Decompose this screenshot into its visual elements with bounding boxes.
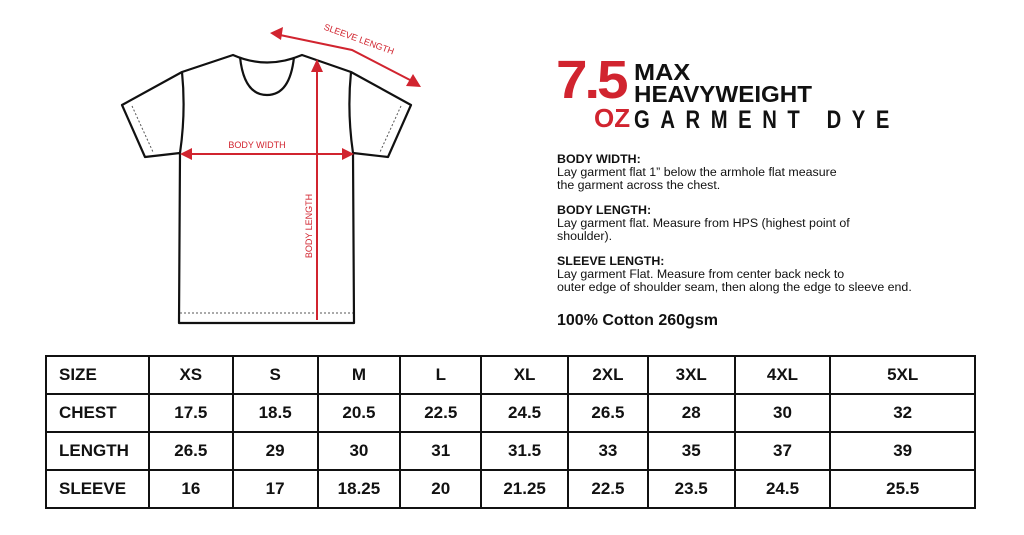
table-cell: L bbox=[399, 355, 483, 395]
body-width-label: BODY WIDTH bbox=[228, 140, 285, 150]
table-cell: 32 bbox=[829, 393, 976, 433]
right-sleeve-hem-stitch bbox=[379, 105, 402, 153]
table-row: SLEEVE 16 17 18.25 20 21.25 22.5 23.5 24.5 25.5 bbox=[45, 469, 976, 509]
table-cell: 37 bbox=[733, 431, 832, 471]
table-cell: 33 bbox=[567, 431, 649, 471]
table-cell: 24.5 bbox=[733, 469, 832, 509]
row-label: SLEEVE bbox=[45, 469, 150, 509]
instruction-text: outer edge of shoulder seam, then along … bbox=[557, 280, 912, 294]
table-cell: 26.5 bbox=[567, 393, 649, 433]
table-cell: XS bbox=[147, 355, 234, 395]
instruction-text: the garment across the chest. bbox=[557, 178, 721, 192]
table-cell: 30 bbox=[316, 431, 402, 471]
row-label: LENGTH bbox=[45, 431, 150, 471]
logo-line2: HEAVYWEIGHT bbox=[634, 81, 813, 107]
table-cell: 35 bbox=[646, 431, 736, 471]
instruction-text: shoulder). bbox=[557, 229, 613, 243]
table-cell: 22.5 bbox=[567, 469, 649, 509]
measurement-instructions: BODY WIDTH: Lay garment flat 1” below th… bbox=[557, 153, 997, 306]
logo-line3: GARMENT DYE bbox=[634, 104, 900, 134]
instruction-heading: BODY LENGTH: bbox=[557, 203, 652, 217]
table-cell: 30 bbox=[733, 393, 832, 433]
table-cell: 25.5 bbox=[829, 469, 976, 509]
arrowhead-icon bbox=[270, 27, 283, 40]
table-cell: 29 bbox=[231, 431, 319, 471]
table-cell: 18.5 bbox=[231, 393, 319, 433]
table-cell: S bbox=[231, 355, 319, 395]
table-cell: XL bbox=[480, 355, 569, 395]
table-row: LENGTH 26.5 29 30 31 31.5 33 35 37 39 bbox=[45, 431, 976, 471]
shirt-outline bbox=[120, 53, 413, 325]
row-label: SIZE bbox=[45, 355, 150, 395]
table-cell: 31.5 bbox=[480, 431, 569, 471]
sleeve-length-arrow bbox=[279, 34, 411, 81]
arrowhead-icon bbox=[311, 59, 323, 72]
logo-line1: MAX bbox=[634, 59, 691, 85]
instruction-body-length: BODY LENGTH: Lay garment flat. Measure f… bbox=[557, 204, 997, 243]
table-cell: 23.5 bbox=[646, 469, 736, 509]
instruction-heading: BODY WIDTH: bbox=[557, 152, 641, 166]
left-sleeve-hem-stitch bbox=[131, 105, 154, 153]
collar bbox=[238, 56, 296, 97]
table-cell: M bbox=[316, 355, 402, 395]
table-cell: 17 bbox=[231, 469, 319, 509]
instruction-text: Lay garment Flat. Measure from center ba… bbox=[557, 267, 845, 281]
table-cell: 26.5 bbox=[147, 431, 234, 471]
logo-unit: OZ bbox=[594, 103, 631, 133]
table-header-row: SIZE XS S M L XL 2XL 3XL 4XL 5XL bbox=[45, 355, 976, 395]
heavyweight-logo: 7.5 OZ MAX HEAVYWEIGHT GARMENT DYE bbox=[556, 50, 889, 133]
instruction-sleeve-length: SLEEVE LENGTH: Lay garment Flat. Measure… bbox=[557, 255, 997, 294]
row-label: CHEST bbox=[45, 393, 150, 433]
table-cell: 22.5 bbox=[399, 393, 483, 433]
table-cell: 24.5 bbox=[480, 393, 569, 433]
sleeve-length-label: SLEEVE LENGTH bbox=[323, 22, 396, 57]
arrowhead-icon bbox=[342, 148, 354, 160]
right-armhole-seam bbox=[348, 71, 355, 154]
table-cell: 28 bbox=[646, 393, 736, 433]
tshirt-measurement-diagram: BODY WIDTH BODY LENGTH SLEEVE LENGTH bbox=[120, 22, 421, 325]
table-cell: 5XL bbox=[829, 355, 976, 395]
body-length-label: BODY LENGTH bbox=[304, 194, 314, 258]
logo-weight: 7.5 bbox=[556, 50, 629, 110]
table-cell: 31 bbox=[399, 431, 483, 471]
left-armhole-seam bbox=[178, 71, 185, 154]
instruction-heading: SLEEVE LENGTH: bbox=[557, 254, 665, 268]
table-cell: 21.25 bbox=[480, 469, 569, 509]
table-cell: 20 bbox=[399, 469, 483, 509]
fabric-info: 100% Cotton 260gsm bbox=[557, 312, 718, 329]
table-cell: 16 bbox=[147, 469, 234, 509]
table-cell: 18.25 bbox=[316, 469, 402, 509]
arrowhead-icon bbox=[406, 74, 421, 87]
table-cell: 17.5 bbox=[147, 393, 234, 433]
instruction-body-width: BODY WIDTH: Lay garment flat 1” below th… bbox=[557, 153, 997, 192]
table-cell: 20.5 bbox=[316, 393, 402, 433]
table-cell: 2XL bbox=[567, 355, 649, 395]
table-cell: 3XL bbox=[646, 355, 736, 395]
size-chart-table: SIZE XS S M L XL 2XL 3XL 4XL 5XL CHEST 17.5 18.5 20.5… bbox=[45, 355, 976, 509]
table-cell: 4XL bbox=[733, 355, 832, 395]
instruction-text: Lay garment flat 1” below the armhole fl… bbox=[557, 165, 837, 179]
table-cell: 39 bbox=[829, 431, 976, 471]
table-row: CHEST 17.5 18.5 20.5 22.5 24.5 26.5 28 30 32 bbox=[45, 393, 976, 433]
instruction-text: Lay garment flat. Measure from HPS (high… bbox=[557, 216, 850, 230]
arrowhead-icon bbox=[180, 148, 192, 160]
